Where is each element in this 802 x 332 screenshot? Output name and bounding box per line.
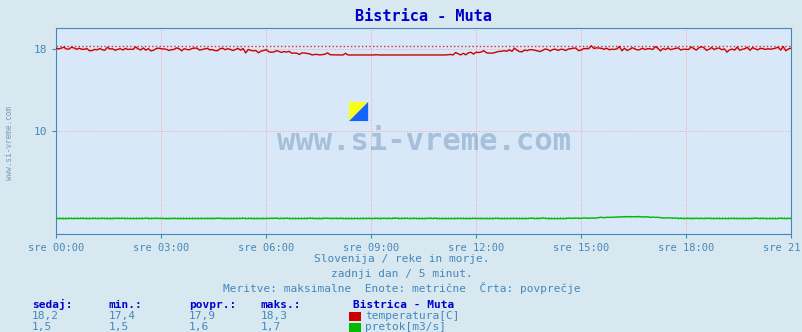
Text: ◤: ◤ — [349, 99, 368, 123]
Text: 17,9: 17,9 — [188, 311, 216, 321]
Text: 17,4: 17,4 — [108, 311, 136, 321]
Text: povpr.:: povpr.: — [188, 300, 236, 310]
Text: www.si-vreme.com: www.si-vreme.com — [276, 127, 570, 156]
Text: 1,7: 1,7 — [261, 322, 281, 332]
Text: 1,6: 1,6 — [188, 322, 209, 332]
Text: 18,2: 18,2 — [32, 311, 59, 321]
Text: maks.:: maks.: — [261, 300, 301, 310]
Text: min.:: min.: — [108, 300, 142, 310]
Text: 1,5: 1,5 — [108, 322, 128, 332]
Text: pretok[m3/s]: pretok[m3/s] — [365, 322, 446, 332]
Text: 1,5: 1,5 — [32, 322, 52, 332]
Title: Bistrica - Muta: Bistrica - Muta — [354, 9, 492, 24]
Text: ◢: ◢ — [349, 99, 368, 123]
Text: sedaj:: sedaj: — [32, 299, 72, 310]
Text: Slovenija / reke in morje.: Slovenija / reke in morje. — [314, 254, 488, 264]
Text: 18,3: 18,3 — [261, 311, 288, 321]
Text: Meritve: maksimalne  Enote: metrične  Črta: povprečje: Meritve: maksimalne Enote: metrične Črta… — [222, 282, 580, 294]
Text: www.si-vreme.com: www.si-vreme.com — [5, 106, 14, 180]
Text: zadnji dan / 5 minut.: zadnji dan / 5 minut. — [330, 269, 472, 279]
Text: temperatura[C]: temperatura[C] — [365, 311, 460, 321]
Text: Bistrica - Muta: Bistrica - Muta — [353, 300, 454, 310]
